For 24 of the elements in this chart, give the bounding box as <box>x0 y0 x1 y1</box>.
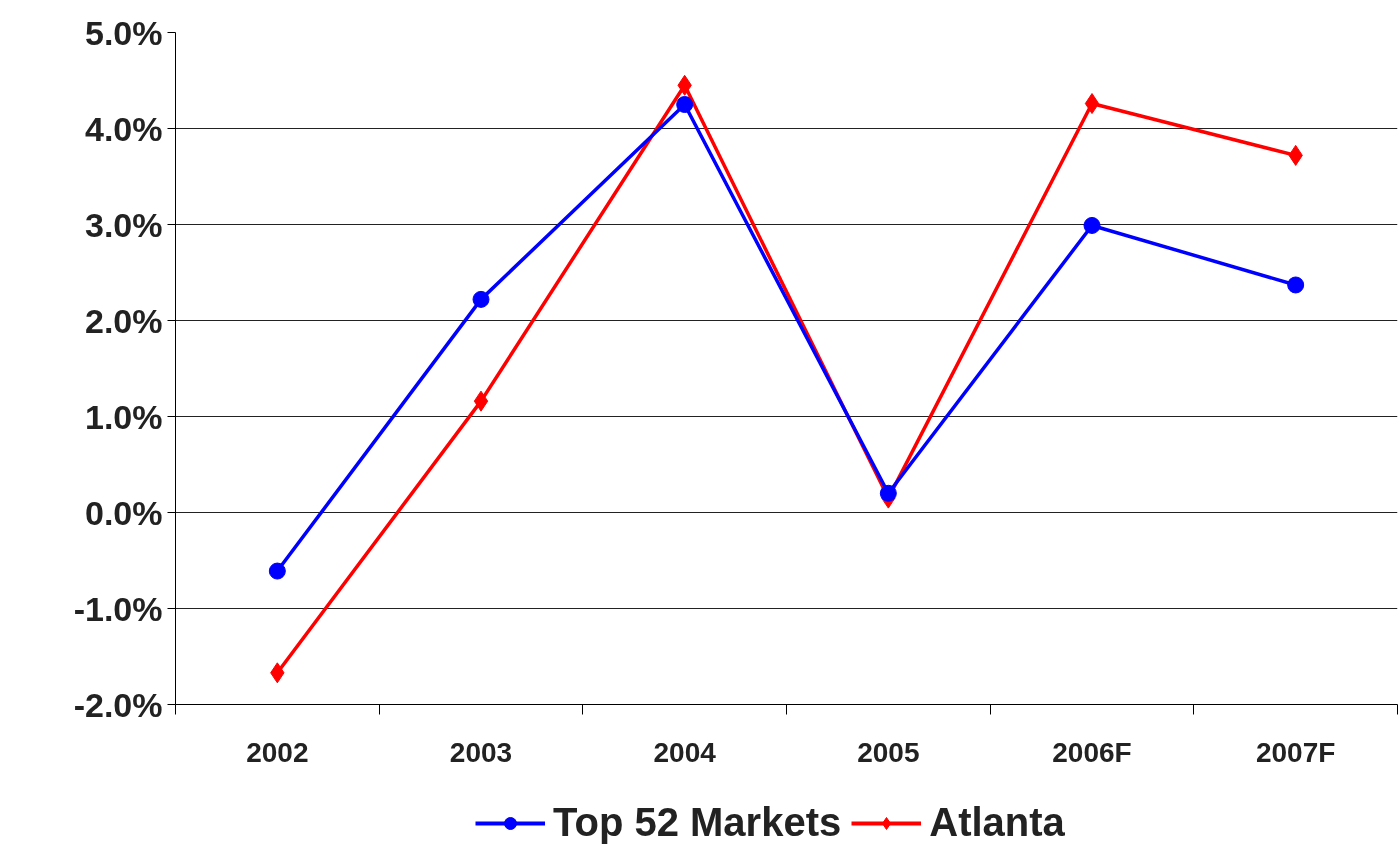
y-tick-label: 3.0% <box>85 205 163 244</box>
y-tick-label: 2.0% <box>85 301 163 340</box>
legend-label: Atlanta <box>929 800 1065 845</box>
point <box>472 290 490 308</box>
point <box>1083 216 1101 234</box>
point <box>473 390 489 412</box>
y-tick-label: 5.0% <box>85 13 163 52</box>
x-tick-label: 2004 <box>653 736 717 768</box>
point <box>1287 276 1305 294</box>
y-tick-label: 0.0% <box>85 493 163 532</box>
x-tick-label: 2002 <box>246 736 309 768</box>
x-tick-label: 2005 <box>857 736 920 768</box>
point <box>676 96 694 113</box>
y-tick-label: 1.0% <box>85 397 163 436</box>
y-tick-label: -1.0% <box>73 589 163 628</box>
point <box>268 562 286 580</box>
y-tick-label: 4.0% <box>85 109 163 148</box>
y-tick-label: -2.0% <box>73 685 163 724</box>
x-tick-label: 2007F <box>1255 736 1336 768</box>
legend-label: Top 52 Markets <box>553 800 842 845</box>
x-tick-label: 2003 <box>449 736 513 768</box>
x-tick-label: 2006F <box>1052 736 1132 768</box>
point <box>1084 93 1100 115</box>
point <box>879 484 897 502</box>
